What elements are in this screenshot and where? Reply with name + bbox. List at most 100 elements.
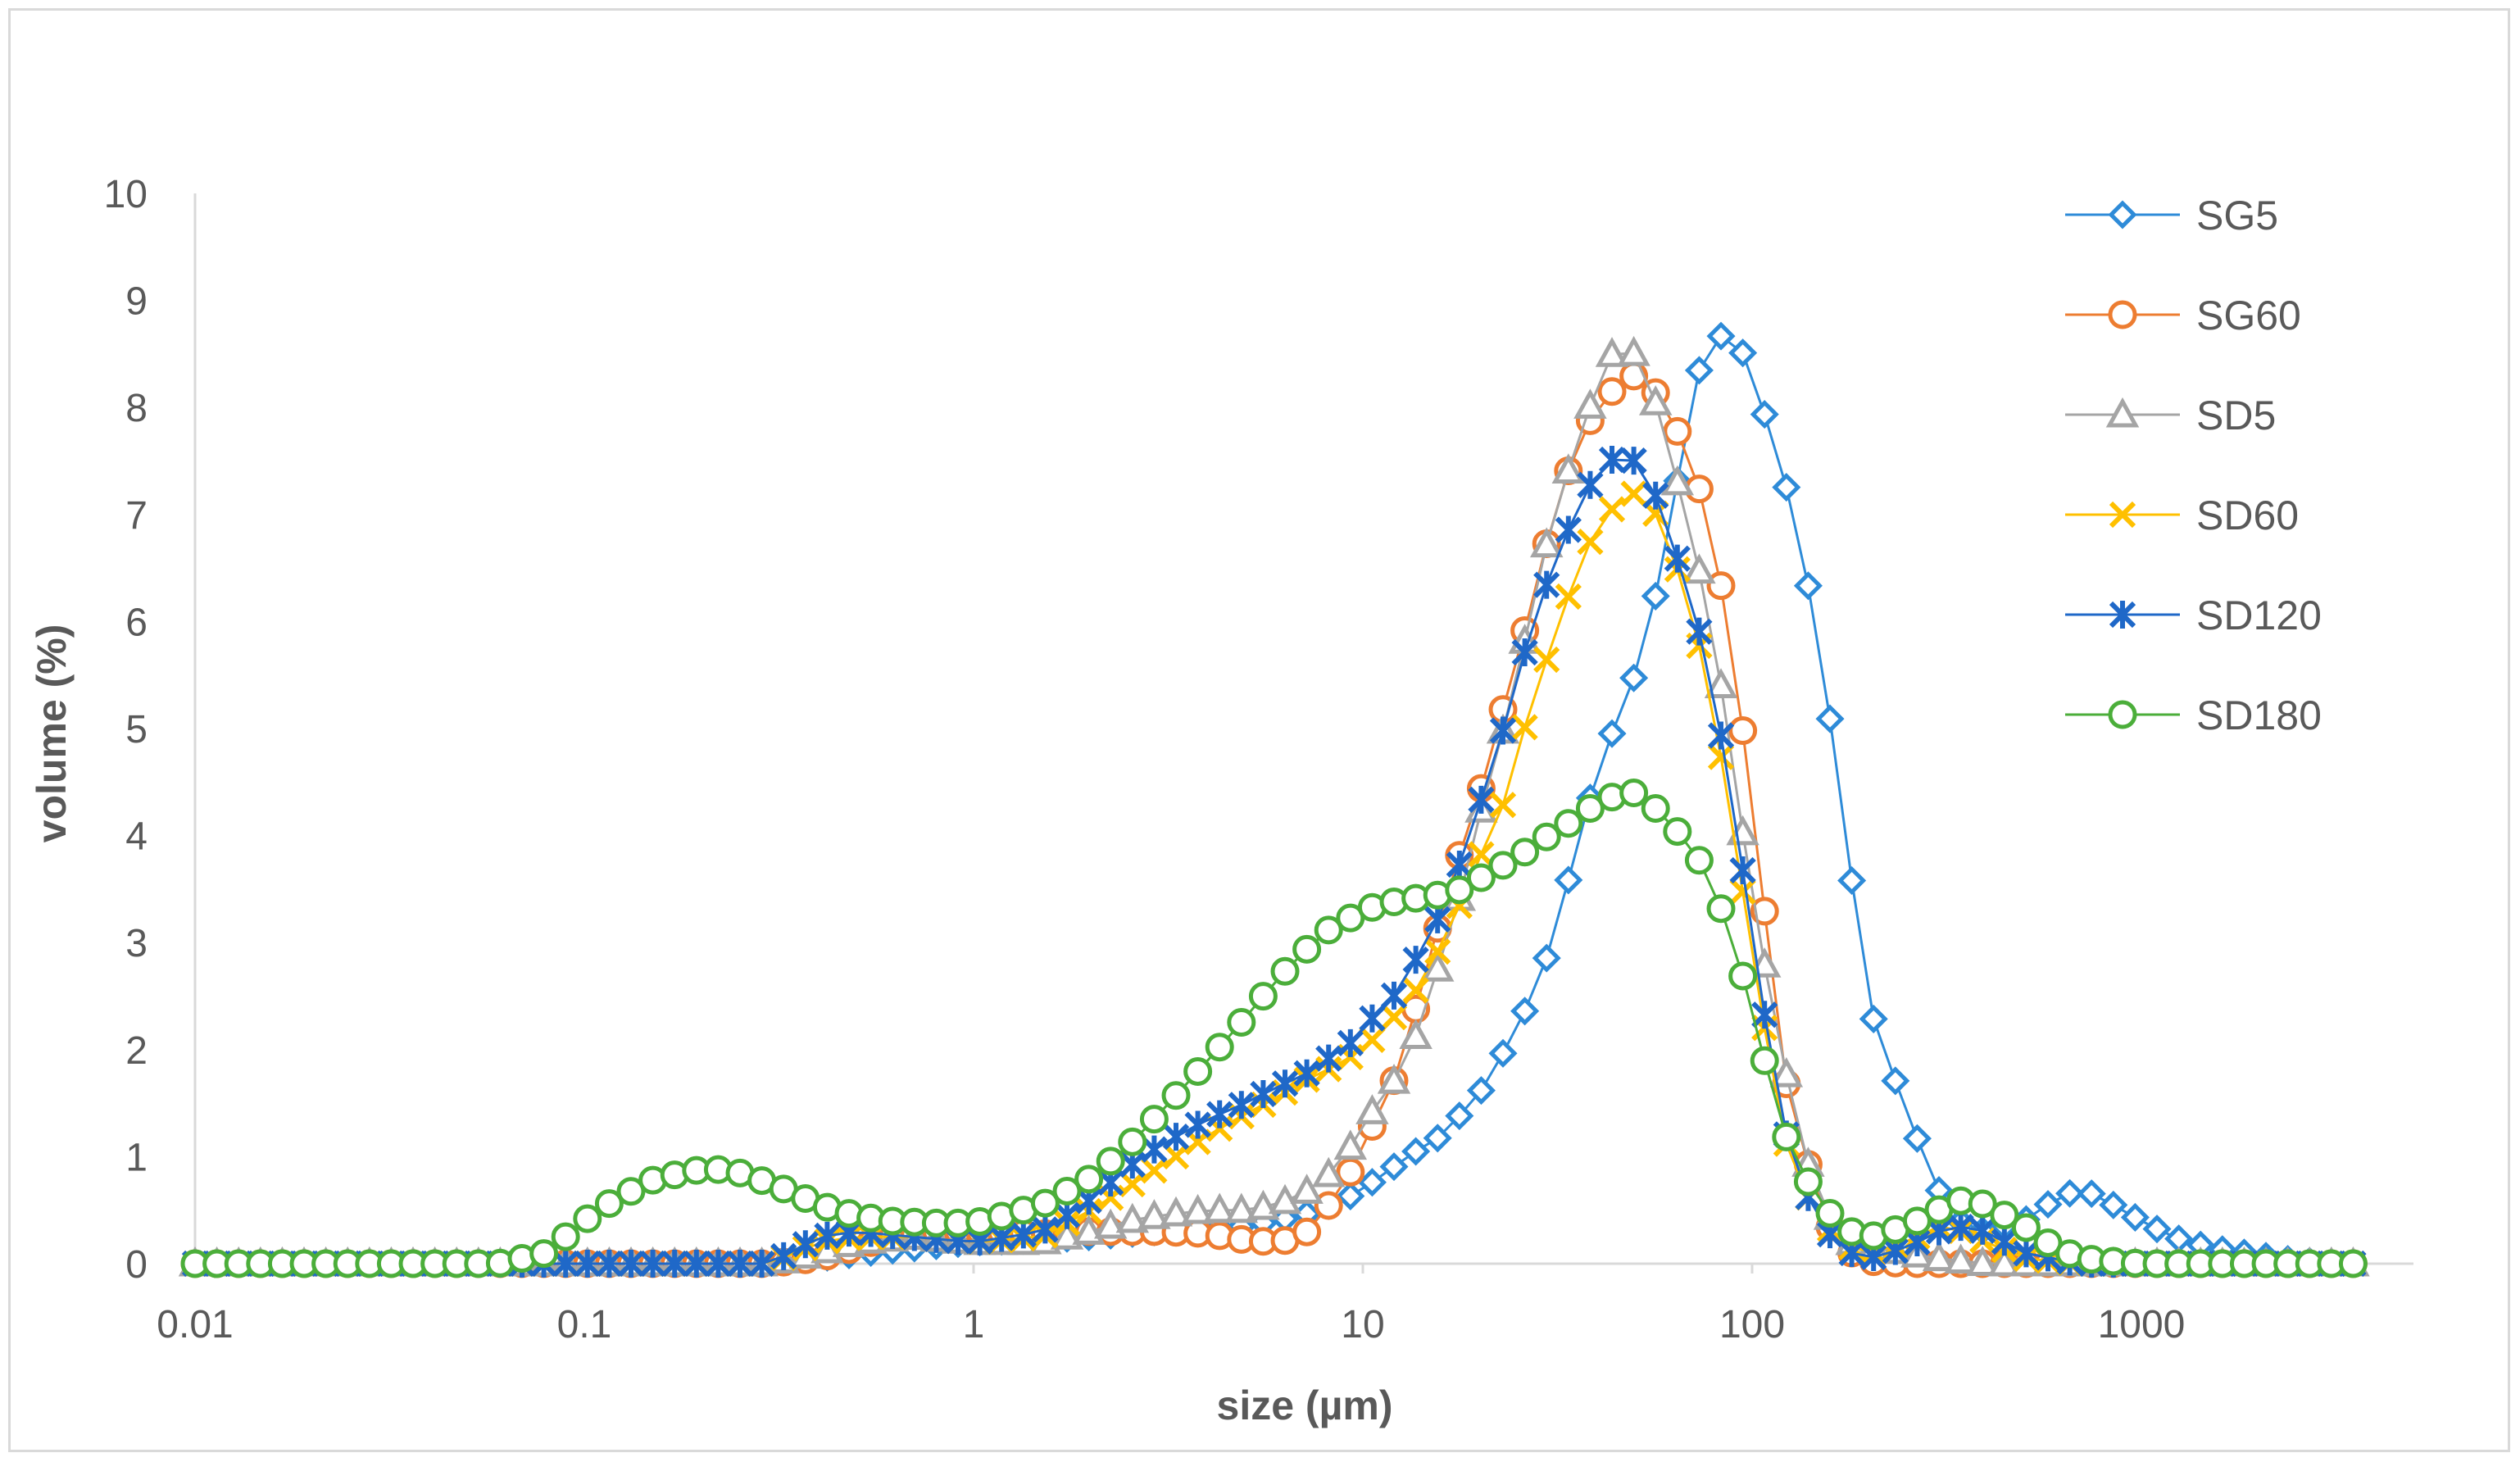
data-point-sd5 (1224, 1192, 1259, 1224)
data-point-sd60 (1598, 496, 1626, 523)
data-point-sd120 (814, 1221, 841, 1250)
data-point-sd120 (1271, 1069, 1299, 1098)
data-point-sd5 (1704, 668, 1738, 698)
data-point-sg5 (2099, 1190, 2128, 1219)
y-tick-label: 2 (125, 1029, 148, 1073)
data-point-sd180 (594, 1189, 624, 1219)
y-tick-label: 9 (125, 280, 148, 324)
data-point-sd180 (1728, 961, 1758, 991)
legend-marker-sd120 (2109, 601, 2136, 629)
data-point-sg60 (1597, 377, 1627, 406)
data-point-sg5 (1684, 356, 1714, 385)
data-point-sg5 (1641, 581, 1670, 611)
data-point-sd120 (2013, 1239, 2040, 1268)
data-point-sd180 (1270, 956, 1300, 986)
data-point-sd120 (552, 1250, 579, 1278)
y-axis-title: volume (%) (29, 624, 75, 843)
data-point-sd5 (1420, 951, 1455, 982)
data-point-sd5 (1355, 1094, 1389, 1124)
data-point-sd5 (1181, 1193, 1215, 1224)
data-point-sd120 (1751, 1001, 1778, 1029)
data-point-sd5 (1115, 1202, 1150, 1233)
data-point-sd180 (1532, 822, 1561, 851)
data-point-sd180 (1815, 1198, 1845, 1228)
data-point-sg5 (2077, 1179, 2106, 1209)
legend-marker-sd60 (2109, 501, 2136, 529)
data-point-sd180 (2011, 1213, 2041, 1242)
data-point-sg5 (1902, 1124, 1932, 1153)
data-point-sg5 (1488, 1038, 1518, 1068)
data-point-sd180 (1575, 794, 1605, 824)
data-point-sd60 (1555, 583, 1582, 611)
data-point-sg5 (1445, 1101, 1474, 1131)
legend-item-sg60: SG60 (2065, 293, 2301, 338)
data-point-sg5 (1532, 943, 1561, 973)
data-point-sd60 (1468, 841, 1495, 868)
x-axis-title: size (µm) (1217, 1383, 1393, 1428)
data-point-sg5 (2033, 1190, 2063, 1219)
data-point-sd180 (1161, 1081, 1191, 1110)
data-point-sg5 (2055, 1178, 2085, 1208)
data-point-sd120 (1228, 1091, 1255, 1119)
data-point-sd120 (1555, 515, 1582, 544)
data-point-sg60 (1750, 897, 1779, 926)
data-point-sd180 (1052, 1176, 1082, 1205)
data-point-sd5 (1050, 1219, 1084, 1250)
legend-marker-sd5 (2105, 397, 2140, 428)
y-tick-label: 3 (125, 922, 148, 965)
legend-label-sd60: SD60 (2196, 493, 2299, 538)
data-point-sd180 (1030, 1188, 1060, 1218)
data-point-sg5 (1336, 1181, 1365, 1211)
x-tick-label: 1 (963, 1303, 985, 1346)
y-tick-label: 4 (125, 815, 148, 859)
data-point-sd120 (1947, 1213, 1974, 1242)
data-point-sg5 (1401, 1137, 1431, 1166)
data-point-sg5 (1706, 321, 1736, 351)
data-point-sd120 (792, 1230, 819, 1259)
data-point-sd180 (1205, 1033, 1234, 1062)
data-point-sd180 (1314, 915, 1343, 945)
data-point-sd60 (1511, 714, 1538, 741)
data-point-sg5 (1619, 663, 1649, 692)
data-point-sg5 (1379, 1152, 1409, 1182)
data-point-sd120 (1489, 716, 1517, 745)
data-point-sg5 (1466, 1076, 1496, 1106)
data-point-sd5 (1617, 335, 1650, 366)
data-point-sd60 (1162, 1142, 1190, 1170)
data-point-sd180 (551, 1222, 580, 1251)
data-point-sd120 (639, 1250, 666, 1278)
data-point-sd180 (1292, 934, 1322, 964)
series-line-sg5 (195, 334, 2354, 1265)
data-point-sg5 (1881, 1066, 1910, 1096)
legend-item-sd60: SD60 (2065, 493, 2299, 538)
data-point-sd5 (1769, 1056, 1804, 1087)
data-point-sd60 (1620, 480, 1647, 507)
data-point-sg5 (1793, 571, 1823, 601)
data-point-sd120 (1533, 570, 1560, 599)
data-point-sg5 (1357, 1168, 1387, 1197)
data-point-sd120 (617, 1250, 645, 1278)
data-point-sd60 (1489, 792, 1517, 819)
data-point-sd5 (1638, 385, 1673, 415)
data-point-sd180 (1074, 1165, 1104, 1194)
series-sd180 (180, 779, 2368, 1278)
data-point-sd120 (1293, 1059, 1320, 1087)
data-point-sd120 (1642, 481, 1669, 510)
legend-item-sg5: SG5 (2065, 193, 2278, 238)
data-point-sd120 (1707, 721, 1735, 750)
data-point-sd180 (616, 1177, 646, 1206)
series-sg5 (180, 321, 2368, 1278)
data-point-sd120 (1991, 1228, 2018, 1256)
legend-item-sd180: SD180 (2065, 692, 2322, 738)
data-point-sd180 (1248, 982, 1278, 1011)
data-point-sd120 (1577, 470, 1604, 499)
data-point-sd5 (1377, 1063, 1411, 1094)
data-point-sd5 (1268, 1183, 1302, 1215)
data-point-sd120 (1380, 981, 1408, 1010)
data-point-sd180 (1706, 894, 1736, 924)
legend-label-sd180: SD180 (2196, 692, 2322, 738)
data-point-sd120 (574, 1250, 601, 1278)
data-point-sd5 (1529, 527, 1564, 558)
data-point-sd5 (1399, 1019, 1433, 1050)
data-point-sg60 (1663, 416, 1692, 446)
